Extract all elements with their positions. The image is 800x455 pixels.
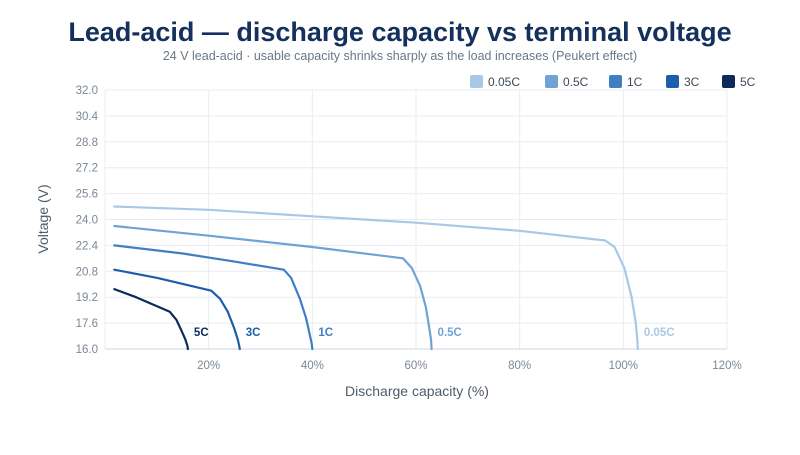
chart-title: Lead-acid — discharge capacity vs termin…	[68, 17, 731, 47]
series-end-label-1C: 1C	[318, 327, 333, 339]
legend-swatch	[722, 75, 735, 88]
legend-item-1C: 1C	[609, 75, 643, 89]
series-end-label-3C: 3C	[246, 327, 261, 339]
y-tick-label: 27.2	[76, 163, 98, 175]
series-line-3C	[113, 268, 241, 351]
legend-swatch	[609, 75, 622, 88]
y-tick-label: 16.0	[76, 344, 98, 356]
y-tick-label: 22.4	[76, 240, 99, 252]
series-end-labels: 0.05C 0.5C 1C 3C 5C	[194, 327, 675, 339]
series-line-5C	[113, 288, 189, 351]
series-line-1C	[113, 244, 314, 351]
legend-label: 0.05C	[488, 75, 520, 89]
x-axis-ticks: 20% 40% 60% 80% 100% 120%	[197, 360, 742, 372]
legend-label: 5C	[740, 75, 756, 89]
series-end-label-5C: 5C	[194, 327, 209, 339]
x-tick-label: 60%	[404, 360, 427, 372]
x-tick-label: 80%	[508, 360, 531, 372]
legend-item-5C: 5C	[722, 75, 756, 89]
y-tick-label: 25.6	[76, 189, 98, 201]
legend-item-0.05C: 0.05C	[470, 75, 520, 89]
y-tick-label: 30.4	[76, 111, 99, 123]
x-tick-label: 40%	[301, 360, 324, 372]
y-tick-label: 24.0	[76, 215, 98, 227]
legend-label: 0.5C	[563, 75, 589, 89]
grid	[104, 89, 728, 350]
series-end-label-0.5C: 0.5C	[438, 327, 462, 339]
x-tick-label: 20%	[197, 360, 220, 372]
legend-swatch	[470, 75, 483, 88]
y-tick-label: 20.8	[76, 266, 98, 278]
x-axis-label: Discharge capacity (%)	[345, 383, 489, 399]
legend: 0.05C 0.5C 1C 3C 5C	[470, 75, 756, 89]
legend-item-3C: 3C	[666, 75, 700, 89]
legend-item-0.5C: 0.5C	[545, 75, 589, 89]
y-axis-ticks: 16.0 17.6 19.2 20.8 22.4 24.0 25.6 27.2 28.8 30.4…	[76, 85, 99, 356]
series-lines	[113, 205, 639, 351]
y-axis-label: Voltage (V)	[35, 184, 51, 253]
series-end-label-0.05C: 0.05C	[644, 327, 675, 339]
series-line-0.05C	[113, 205, 639, 351]
chart-subtitle: 24 V lead-acid · usable capacity shrinks…	[163, 49, 637, 63]
y-tick-label: 17.6	[76, 318, 98, 330]
series-line-0.5C	[113, 224, 433, 351]
y-tick-label: 28.8	[76, 137, 98, 149]
x-tick-label: 120%	[712, 360, 741, 372]
y-tick-label: 19.2	[76, 292, 98, 304]
legend-label: 3C	[684, 75, 700, 89]
legend-swatch	[545, 75, 558, 88]
legend-swatch	[666, 75, 679, 88]
legend-label: 1C	[627, 75, 643, 89]
x-tick-label: 100%	[609, 360, 638, 372]
y-tick-label: 32.0	[76, 85, 98, 97]
